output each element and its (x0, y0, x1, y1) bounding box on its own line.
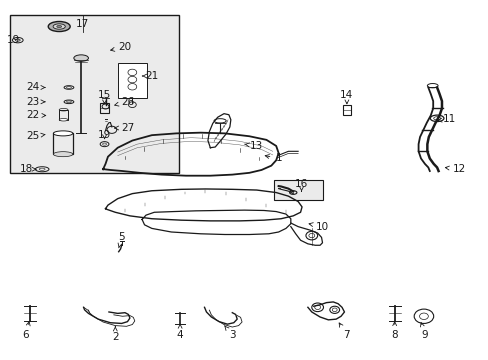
Text: 26: 26 (115, 97, 134, 107)
Ellipse shape (59, 118, 68, 121)
Text: 15: 15 (98, 90, 111, 104)
Text: 16: 16 (294, 179, 307, 192)
Text: 12: 12 (445, 164, 465, 174)
Text: 11: 11 (436, 114, 455, 124)
Text: 2: 2 (112, 327, 119, 342)
Text: 24: 24 (26, 82, 45, 93)
Text: 25: 25 (26, 131, 45, 141)
Ellipse shape (74, 55, 88, 61)
Text: 18: 18 (20, 164, 36, 174)
Text: 22: 22 (26, 111, 46, 121)
Text: 21: 21 (142, 71, 158, 81)
Text: 14: 14 (340, 90, 353, 104)
Text: 3: 3 (224, 326, 235, 340)
Text: 19: 19 (7, 35, 20, 45)
Text: 1: 1 (264, 153, 282, 163)
Bar (100, 103, 109, 113)
Bar (118, 63, 147, 98)
Ellipse shape (53, 24, 65, 29)
Text: 7: 7 (339, 323, 349, 340)
Text: 9: 9 (420, 323, 427, 340)
Text: 4: 4 (177, 324, 183, 340)
Text: 23: 23 (26, 97, 45, 107)
Bar (59, 110, 68, 120)
Text: 17: 17 (76, 19, 89, 29)
Text: 13: 13 (244, 141, 263, 151)
Ellipse shape (57, 26, 61, 28)
Text: 10: 10 (308, 222, 328, 231)
Text: 5: 5 (118, 232, 124, 248)
Bar (273, 180, 322, 200)
Ellipse shape (48, 22, 70, 32)
Ellipse shape (53, 131, 73, 136)
Text: 6: 6 (22, 322, 30, 340)
Bar (342, 105, 350, 115)
Text: 27: 27 (115, 123, 134, 133)
Text: 8: 8 (390, 322, 397, 340)
Text: 20: 20 (110, 42, 131, 52)
Bar (53, 134, 73, 154)
Ellipse shape (53, 152, 73, 157)
Bar (10, 15, 178, 173)
Text: 19: 19 (98, 130, 111, 140)
